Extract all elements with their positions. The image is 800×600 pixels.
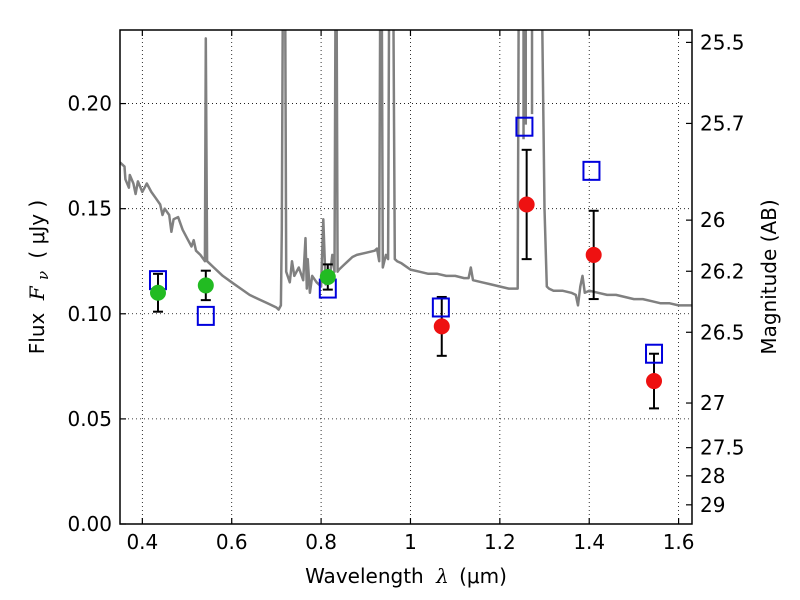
y-tick-label: 0.05 xyxy=(67,407,112,431)
model-spectrum-layer xyxy=(120,30,692,311)
model-flux-box xyxy=(582,160,601,181)
y-tick-label: 0.10 xyxy=(67,302,112,326)
observed-point-green xyxy=(319,269,336,285)
model-flux-box xyxy=(196,305,215,326)
x-tick-label: 1 xyxy=(404,530,417,554)
observed-point-red xyxy=(646,373,663,390)
data-points-layer xyxy=(148,116,664,390)
x-tick-label: 1.6 xyxy=(663,530,695,554)
y2-tick-label: 26.2 xyxy=(700,259,745,283)
y-tick-label: 0.15 xyxy=(67,197,112,221)
y2-tick-label: 26 xyxy=(700,208,725,232)
y2-tick-label: 26.5 xyxy=(700,320,745,344)
x-axis-label: Wavelength λ (μm) xyxy=(305,564,507,588)
y2-tick-label: 27 xyxy=(700,391,725,415)
y-tick-label: 0.20 xyxy=(67,92,112,116)
observed-point-red xyxy=(585,246,602,263)
plot-frame xyxy=(119,29,693,525)
x-tick-label: 0.8 xyxy=(305,530,337,554)
y-axis-label: Flux F ν ( μJy ) xyxy=(25,200,53,354)
x-tick-label: 1.4 xyxy=(573,530,605,554)
observed-point-red xyxy=(518,196,535,213)
axis-labels: Wavelength λ (μm) Flux F ν ( μJy ) Magni… xyxy=(25,199,781,588)
model-flux-box xyxy=(515,116,534,137)
x-tick-label: 0.4 xyxy=(126,530,158,554)
y2-tick-label: 27.5 xyxy=(700,436,745,460)
model-spectrum-line xyxy=(120,30,692,311)
x-tick-label: 0.6 xyxy=(216,530,248,554)
y-tick-label: 0.00 xyxy=(67,512,112,536)
y2-tick-label: 28 xyxy=(700,464,725,488)
axes: 0.4 0.6 0.8 1 1.2 1.4 1.6 0.00 0.05 0.10 0.15 0.20 2… xyxy=(67,29,745,554)
y2-tick-label: 25.7 xyxy=(700,111,745,135)
model-flux-box xyxy=(645,343,664,364)
model-flux-box xyxy=(431,297,450,318)
y2-axis-label: Magnitude (AB) xyxy=(757,199,781,354)
y2-tick-label: 29 xyxy=(700,493,725,517)
observed-point-green xyxy=(149,284,166,301)
observed-point-red xyxy=(433,318,450,335)
observed-point-green xyxy=(197,277,214,294)
x-tick-label: 1.2 xyxy=(484,530,516,554)
y2-tick-label: 25.5 xyxy=(700,30,745,54)
